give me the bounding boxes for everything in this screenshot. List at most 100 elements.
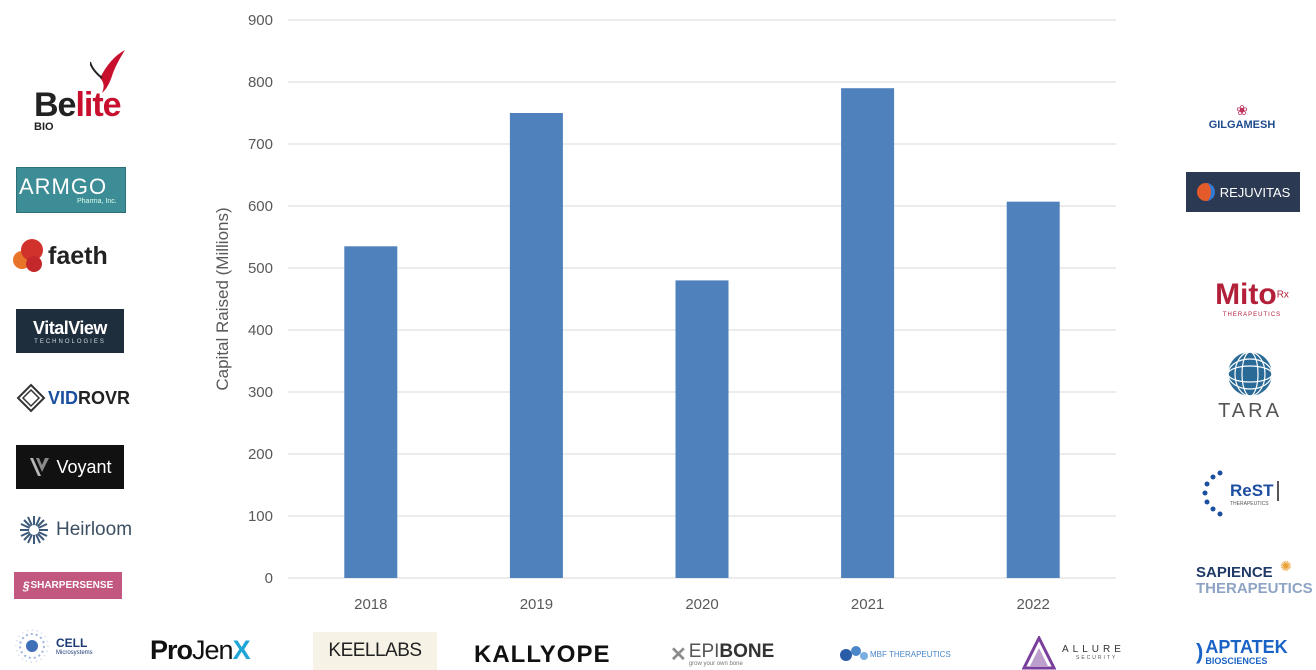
y-tick-label: 400 [248,322,273,339]
logo-rejuvitas: REJUVITAS [1186,172,1300,212]
projenx-a: Pro [150,634,193,665]
logo-projenx: Pro Jen X [150,632,275,668]
faeth-pepper-icon [13,239,43,272]
cell-dots-icon [15,629,49,663]
logo-allure-security: ALLURE SECURITY [1022,635,1146,670]
cell-name: CELL [56,636,88,650]
heirloom-name: Heirloom [56,519,133,540]
y-tick-label: 500 [248,260,273,277]
cell-sub: Microsystems [56,650,93,656]
logo-mbf-therapeutics: MBF THERAPEUTICS [838,640,978,668]
sapience-line2: THERAPEUTICS [1196,580,1313,597]
rejuvitas-name: REJUVITAS [1219,184,1291,200]
bar-2021 [841,88,895,578]
rest-dots-icon [1202,470,1223,517]
allure-name: ALLURE [1062,644,1125,655]
tara-globe-icon [1227,351,1273,397]
armgo-sub: Pharma, Inc. [77,197,117,205]
x-tick-label: 2020 [685,596,718,613]
logo-cell-microsystems: CELL Microsystems [14,627,114,665]
gilgamesh-name: GILGAMESH [1208,118,1276,131]
logo-armgo: ARMGO Pharma, Inc. [16,167,126,213]
y-tick-labels: 0 100 200 300 400 500 600 700 800 900 [248,12,273,587]
vitalview-name: VitalView [33,317,107,338]
mito-sup: Rx [1276,289,1289,301]
logo-gilgamesh: ❀ GILGAMESH [1202,95,1282,137]
bar-2019 [509,113,563,578]
y-tick-label: 700 [248,136,273,153]
logo-vitalview: VitalView TECHNOLOGIES [16,309,124,353]
mito-name: Mito [1215,278,1277,311]
mito-sub: THERAPEUTICS [1222,312,1282,318]
x-tick-label: 2019 [520,596,553,613]
x-tick-labels: 2018 2019 2020 2021 2022 [354,596,1050,613]
belite-wordmark-a: Be [34,86,76,124]
rest-name: ReST [1230,481,1280,501]
logo-voyant: Voyant [16,445,124,489]
voyant-name: Voyant [56,456,112,477]
logo-faeth: faeth [12,236,122,276]
tara-name: TARA [1218,400,1282,422]
logo-rest-therapeutics: ReST THERAPEUTICS [1202,468,1302,520]
projenx-c: X [232,634,251,665]
mbf-dots-icon [840,646,868,661]
sapience-flame-icon: ✺ [1280,558,1292,574]
projenx-b: Jen [192,634,234,665]
y-tick-label: 900 [248,12,273,29]
logo-aptatek: ) APTATEK BIOSCIENCES [1196,633,1316,670]
logo-mitorx: MitoRx THERAPEUTICS [1204,278,1300,323]
kallyope-name: KALLYOPE [474,641,611,668]
logo-epibone: ✕ EPIBONE grow your own bone [670,638,795,670]
y-tick-label: 0 [265,570,273,587]
vitalview-sub: TECHNOLOGIES [34,338,106,345]
allure-sub: SECURITY [1076,655,1118,661]
logo-belite-bio: Belite BIO [30,48,130,143]
aptatek-sub: BIOSCIENCES [1205,655,1268,666]
y-tick-label: 600 [248,198,273,215]
logo-tara: TARA [1200,350,1300,428]
heirloom-starburst-icon [20,516,48,544]
mbf-name: MBF THERAPEUTICS [870,649,951,659]
logo-sapience-therapeutics: SAPIENCE THERAPEUTICS ✺ [1196,558,1316,604]
sharpersense-name: SHARPERSENSE [30,580,114,591]
x-tick-label: 2018 [354,596,387,613]
epibone-b: BONE [719,641,775,662]
logo-sharpersense: § SHARPERSENSE [14,572,122,599]
y-tick-label: 200 [248,446,273,463]
belite-wordmark-b: lite [75,86,121,124]
sapience-line1: SAPIENCE [1196,564,1273,581]
logo-heirloom: Heirloom [18,512,138,548]
logo-kallyope: KALLYOPE [474,640,620,670]
logo-vidrovr: VID ROVR [16,382,140,414]
rejuvitas-orb-icon [1196,183,1215,201]
keellabs-name: KEELLABS [328,640,422,661]
diamond-icon [16,383,46,413]
epibone-x-icon: ✕ [670,643,687,666]
logo-keellabs: KEELLABS [313,632,437,670]
vidrovr-b: ROVR [78,387,131,408]
aptatek-swoosh-icon: ) [1196,638,1204,664]
bars [344,88,1060,579]
bar-2022 [1006,201,1060,578]
bar-2020 [675,280,729,578]
x-tick-label: 2022 [1017,596,1050,613]
allure-triangle-icon [1022,635,1056,669]
sharpersense-s-icon: § [22,578,30,593]
rest-sub: THERAPEUTICS [1230,501,1269,507]
gilgamesh-emblem-icon: ❀ [1236,101,1248,118]
vidrovr-a: VID [48,387,79,408]
armgo-name: ARMGO [19,173,108,199]
faeth-name: faeth [48,241,108,270]
y-tick-label: 800 [248,74,273,91]
y-tick-label: 100 [248,508,273,525]
x-tick-label: 2021 [851,596,884,613]
aptatek-name: APTATEK [1205,636,1288,657]
y-axis-title: Capital Raised (Millions) [213,207,232,390]
belite-sub: BIO [34,121,54,133]
bar-2018 [344,246,398,579]
hummingbird-icon [90,50,125,93]
y-tick-label: 300 [248,384,273,401]
voyant-v-icon [30,458,50,476]
epibone-a: EPI [688,641,720,662]
